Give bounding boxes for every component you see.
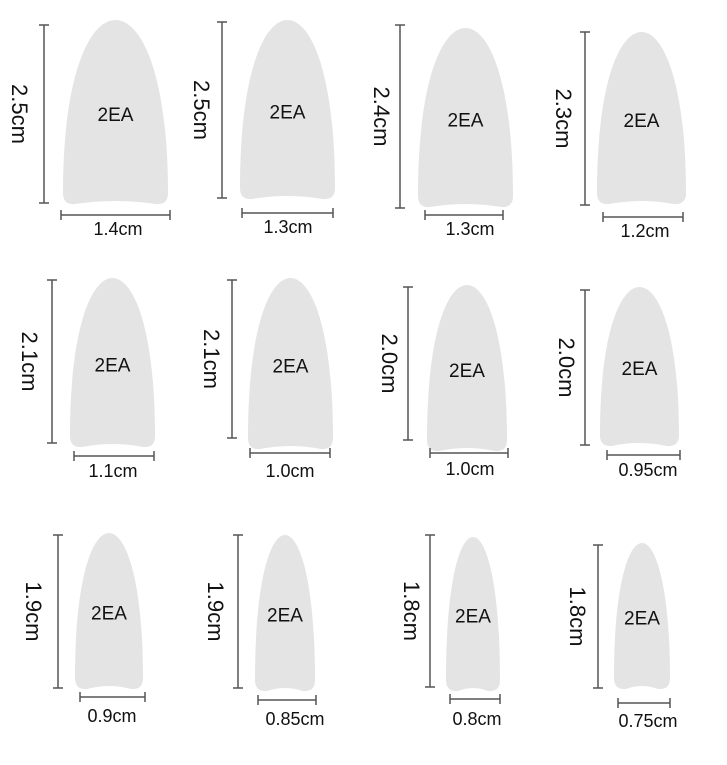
height-dimension: [39, 24, 49, 204]
height-label: 2.1cm: [199, 329, 224, 389]
nail-shape: [597, 32, 686, 205]
width-dimension: [257, 695, 317, 705]
count-label: 2EA: [448, 111, 484, 132]
nail-shape: [75, 533, 143, 690]
width-label: 0.95cm: [618, 460, 677, 480]
width-dimension: [249, 448, 331, 458]
count-label: 2EA: [91, 604, 127, 625]
count-label: 2EA: [455, 607, 491, 628]
count-label: 2EA: [624, 608, 660, 629]
width-label: 1.1cm: [88, 461, 137, 481]
height-label: 2.0cm: [554, 338, 579, 398]
nail-shape: [614, 543, 670, 690]
nail-shape: [446, 537, 500, 692]
height-dimension: [53, 534, 63, 689]
nail-shape: [427, 285, 507, 452]
nail-item: 2EA 2.3cm 1.2cm: [551, 31, 686, 241]
height-label: 2.5cm: [7, 84, 32, 144]
height-label: 1.8cm: [565, 587, 590, 647]
nail-shape: [418, 28, 513, 208]
nail-item: 2EA 1.8cm 0.75cm: [565, 543, 678, 731]
count-label: 2EA: [267, 606, 303, 627]
nail-item: 2EA 2.5cm 1.4cm: [7, 20, 171, 239]
height-dimension: [47, 279, 57, 444]
count-label: 2EA: [98, 105, 134, 126]
width-dimension: [60, 210, 171, 220]
height-label: 2.3cm: [551, 89, 576, 149]
width-dimension: [73, 451, 155, 461]
height-label: 2.5cm: [189, 80, 214, 140]
nail-shape: [255, 535, 315, 692]
height-dimension: [580, 31, 590, 206]
count-label: 2EA: [622, 359, 658, 380]
width-label: 1.4cm: [93, 219, 142, 239]
height-dimension: [593, 544, 603, 689]
height-label: 1.8cm: [399, 581, 424, 641]
nail-item: 2EA 2.1cm 1.0cm: [199, 278, 333, 481]
width-dimension: [602, 212, 684, 222]
width-label: 1.0cm: [445, 459, 494, 479]
width-label: 0.8cm: [452, 709, 501, 729]
height-label: 2.0cm: [377, 334, 402, 394]
width-dimension: [606, 450, 681, 460]
width-label: 0.75cm: [618, 711, 677, 731]
nail-shape: [240, 20, 335, 200]
nail-item: 2EA 1.9cm 0.85cm: [203, 534, 325, 729]
nail-shape: [70, 278, 155, 448]
height-label: 1.9cm: [203, 582, 228, 642]
width-label: 0.85cm: [265, 709, 324, 729]
width-label: 1.2cm: [620, 221, 669, 241]
nail-item: 2EA 2.0cm 0.95cm: [554, 287, 681, 480]
height-label: 2.4cm: [369, 87, 394, 147]
height-dimension: [227, 279, 237, 439]
height-dimension: [580, 289, 590, 446]
width-dimension: [449, 694, 501, 704]
nail-item: 2EA 2.5cm 1.3cm: [189, 20, 335, 237]
count-label: 2EA: [449, 361, 485, 382]
height-dimension: [395, 24, 405, 209]
nail-item: 2EA 2.1cm 1.1cm: [17, 278, 155, 481]
count-label: 2EA: [270, 103, 306, 124]
height-dimension: [403, 286, 413, 441]
height-dimension: [217, 21, 227, 199]
height-dimension: [425, 534, 435, 688]
nail-shape: [63, 20, 168, 205]
nail-item: 2EA 1.9cm 0.9cm: [21, 533, 146, 726]
width-label: 0.9cm: [87, 706, 136, 726]
width-label: 1.3cm: [445, 219, 494, 239]
count-label: 2EA: [273, 356, 309, 377]
nail-shape: [248, 278, 333, 450]
height-label: 1.9cm: [21, 582, 46, 642]
width-dimension: [424, 210, 504, 220]
count-label: 2EA: [624, 111, 660, 132]
width-dimension: [241, 208, 334, 218]
count-label: 2EA: [95, 355, 131, 376]
width-label: 1.0cm: [265, 461, 314, 481]
width-dimension: [79, 692, 146, 702]
nail-item: 2EA 2.0cm 1.0cm: [377, 285, 509, 479]
height-label: 2.1cm: [17, 332, 42, 392]
width-label: 1.3cm: [263, 217, 312, 237]
width-dimension: [617, 698, 671, 708]
height-dimension: [233, 534, 243, 689]
nail-shape: [600, 287, 679, 447]
nail-item: 2EA 1.8cm 0.8cm: [399, 534, 502, 729]
nail-item: 2EA 2.4cm 1.3cm: [369, 24, 513, 239]
width-dimension: [429, 448, 509, 458]
